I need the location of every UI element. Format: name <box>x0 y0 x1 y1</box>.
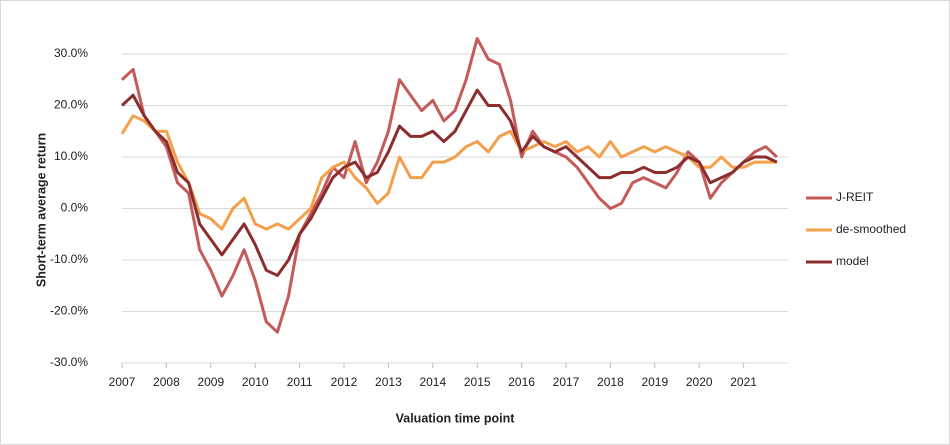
x-tick-label: 2016 <box>508 375 535 389</box>
x-tick-label: 2014 <box>419 375 446 389</box>
series-line <box>120 37 778 334</box>
x-tick-label: 2011 <box>287 375 313 389</box>
x-tick-label: 2009 <box>197 375 224 389</box>
y-axis-title: Short-term average return <box>34 133 48 287</box>
x-tick-label: 2008 <box>153 375 180 389</box>
y-tick-label: 0.0% <box>61 201 89 215</box>
x-tick-label: 2017 <box>553 375 580 389</box>
x-tick-label: 2021 <box>730 375 757 389</box>
y-tick-label: -10.0% <box>50 252 88 266</box>
x-axis-title: Valuation time point <box>396 411 516 425</box>
x-tick-label: 2015 <box>464 375 491 389</box>
x-tick-label: 2010 <box>242 375 269 389</box>
legend-label: J-REIT <box>836 190 874 204</box>
y-tick-label: -20.0% <box>50 304 88 318</box>
y-tick-label: 30.0% <box>54 46 88 60</box>
x-tick-label: 2019 <box>641 375 668 389</box>
x-tick-label: 2007 <box>109 375 136 389</box>
x-tick-label: 2013 <box>375 375 402 389</box>
x-tick-label: 2020 <box>686 375 713 389</box>
y-tick-label: 20.0% <box>54 98 88 112</box>
x-tick-label: 2012 <box>331 375 358 389</box>
series-line <box>120 114 777 231</box>
y-tick-label: 10.0% <box>54 149 88 163</box>
legend-label: model <box>836 254 869 268</box>
y-tick-label: -30.0% <box>50 355 88 369</box>
series-line <box>120 88 778 277</box>
legend-label: de-smoothed <box>836 222 906 236</box>
x-tick-label: 2018 <box>597 375 624 389</box>
